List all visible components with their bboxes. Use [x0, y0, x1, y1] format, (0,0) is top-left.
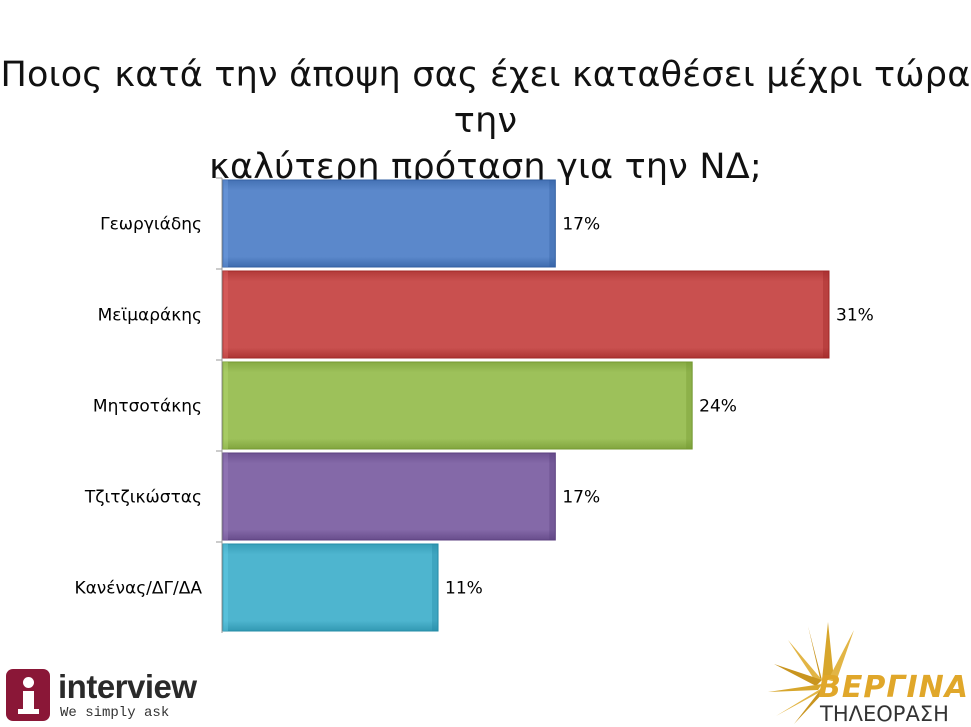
info-icon: [6, 669, 50, 721]
value-label: 17%: [562, 215, 600, 235]
vergina-logo-name: ΒΕΡΓΙΝΑ: [818, 670, 969, 705]
vergina-tv-logo: ΒΕΡΓΙΝΑ ΤΗΛΕΟΡΑΣΗ: [760, 612, 968, 726]
value-label: 31%: [836, 306, 874, 326]
vergina-sun-icon: [768, 622, 854, 724]
bar-bevel: [223, 271, 228, 358]
category-label: Τζιτζικώστας: [84, 488, 202, 508]
bar-4: [222, 452, 556, 541]
value-label: 11%: [445, 579, 483, 599]
bar-bevel: [223, 362, 228, 449]
bar-bevel: [223, 180, 228, 267]
category-label: Μητσοτάκης: [93, 397, 202, 417]
bar-bevel: [686, 362, 693, 449]
bar-bevel: [223, 453, 228, 540]
interview-logo: interview We simply ask: [0, 666, 210, 724]
bar-bevel: [549, 180, 556, 267]
value-label: 24%: [699, 397, 737, 417]
bar-3: [222, 361, 693, 450]
bar-5: [222, 543, 439, 632]
bar-bevel: [823, 271, 829, 358]
value-label: 17%: [562, 488, 600, 508]
category-label: Γεωργιάδης: [100, 215, 202, 235]
vergina-logo-sub: ΤΗΛΕΟΡΑΣΗ: [820, 702, 949, 726]
bar-bevel: [223, 544, 228, 631]
bar-bevel: [432, 544, 439, 631]
interview-logo-tagline: We simply ask: [60, 705, 170, 721]
chart-title: Ποιος κατά την άποψη σας έχει καταθέσει …: [0, 52, 971, 190]
bar-1: [222, 179, 556, 268]
bar-bevel: [549, 453, 556, 540]
chart-title-line-1: Ποιος κατά την άποψη σας έχει καταθέσει …: [0, 55, 971, 141]
category-label: Κανένας/ΔΓ/ΔΑ: [74, 579, 202, 599]
category-label: Μεϊμαράκης: [98, 306, 202, 326]
bar-2: [222, 270, 830, 359]
interview-logo-name: interview: [58, 668, 197, 705]
